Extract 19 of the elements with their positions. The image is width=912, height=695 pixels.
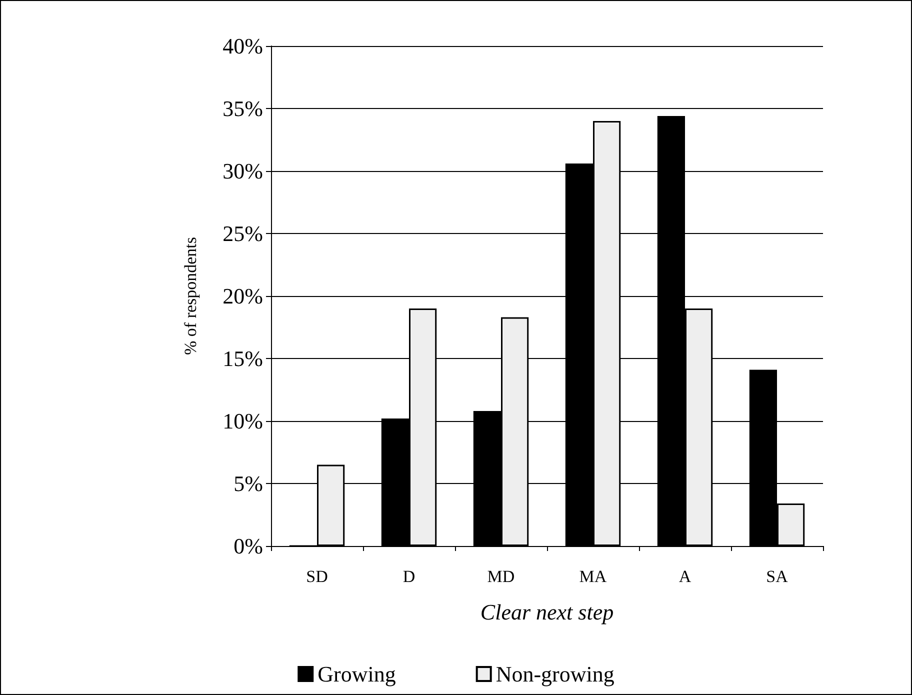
x-tick-label: D <box>402 567 416 586</box>
y-tick-label: 20% <box>222 284 263 308</box>
y-tick-label: 5% <box>234 471 263 496</box>
legend-label: Growing <box>318 662 396 686</box>
legend-label: Non-growing <box>496 662 614 686</box>
x-tick-label: MA <box>579 567 608 586</box>
y-tick-label: 40% <box>222 34 263 58</box>
y-axis-title: % of respondents <box>181 236 200 356</box>
x-tick-label: MD <box>487 567 515 586</box>
x-tick-label: SD <box>306 567 328 586</box>
y-tick-label: 25% <box>222 221 263 246</box>
y-tick-label: 10% <box>222 408 263 434</box>
x-tick-label: A <box>678 567 692 586</box>
y-tick-label: 15% <box>222 346 263 371</box>
x-axis-title: Clear next step <box>480 600 614 624</box>
x-tick-label: SA <box>766 567 789 586</box>
y-tick-label: 0% <box>234 534 263 558</box>
y-tick-label: 30% <box>222 158 263 184</box>
y-tick-label: 35% <box>222 96 263 121</box>
